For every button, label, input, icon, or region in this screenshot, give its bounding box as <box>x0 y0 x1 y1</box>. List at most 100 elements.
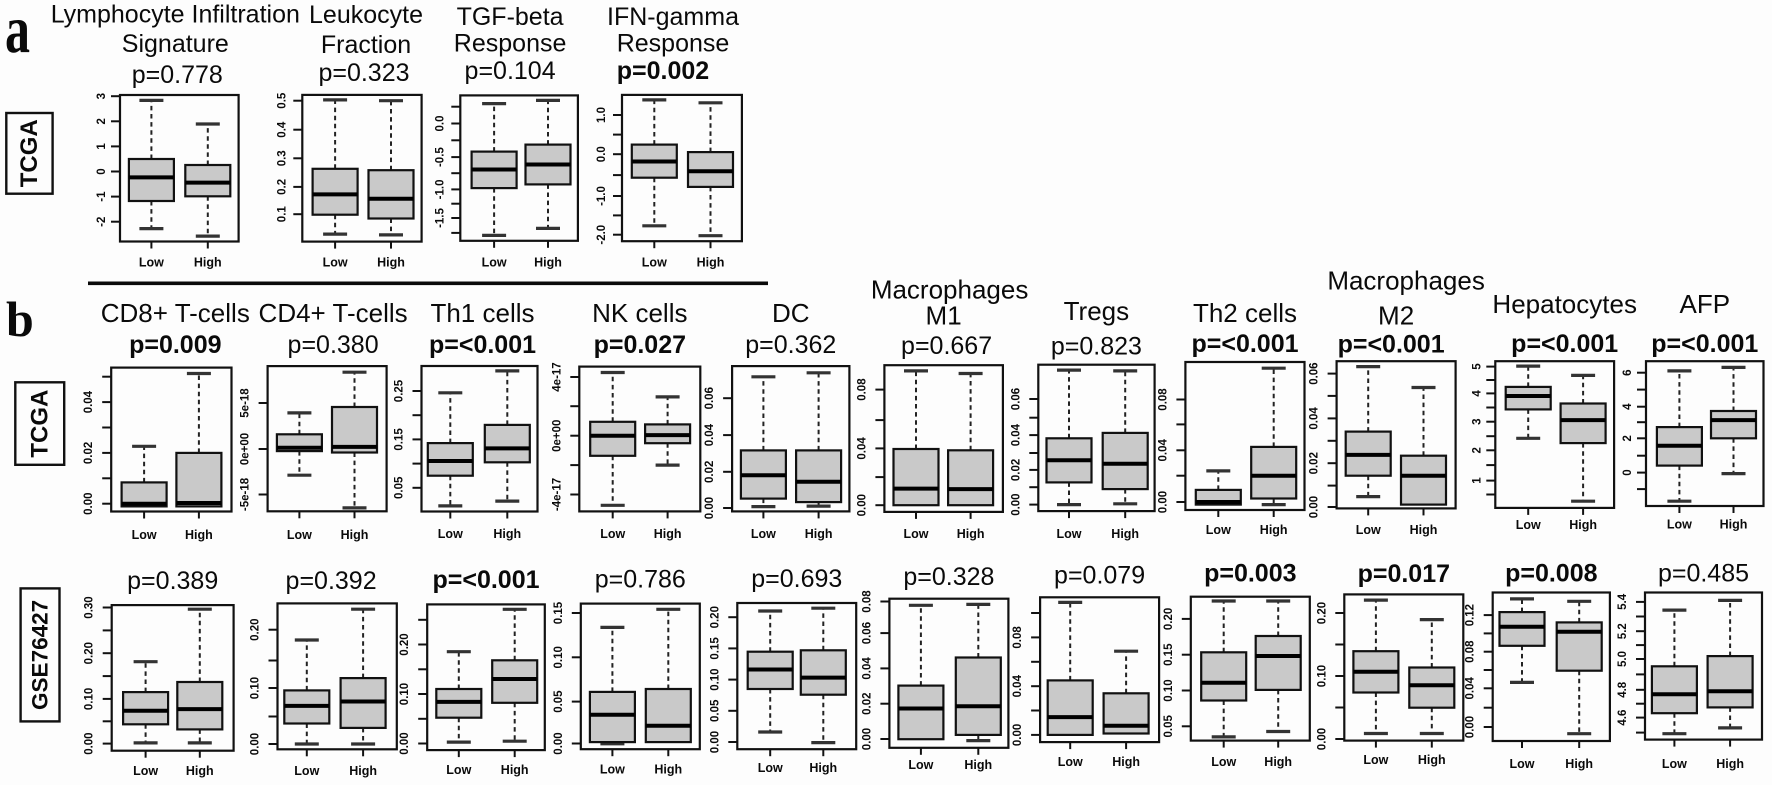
svg-text:p=0.017: p=0.017 <box>1358 560 1450 588</box>
svg-text:Low: Low <box>1363 753 1388 767</box>
svg-text:TGF-beta: TGF-beta <box>457 3 564 31</box>
svg-text:2: 2 <box>96 118 108 124</box>
svg-text:3: 3 <box>1471 418 1483 424</box>
svg-text:0.00: 0.00 <box>1316 728 1328 750</box>
svg-text:High: High <box>194 256 222 270</box>
svg-text:2: 2 <box>1471 447 1483 453</box>
svg-text:p=0.002: p=0.002 <box>617 57 709 85</box>
svg-text:0.04: 0.04 <box>1010 423 1022 446</box>
svg-text:Leukocyte: Leukocyte <box>309 1 423 29</box>
svg-text:0.00: 0.00 <box>83 493 95 515</box>
svg-text:0.10: 0.10 <box>250 677 262 699</box>
svg-text:0.10: 0.10 <box>84 688 96 710</box>
svg-text:p=0.003: p=0.003 <box>1204 560 1296 588</box>
svg-text:Low: Low <box>482 256 507 270</box>
svg-text:GSE76427: GSE76427 <box>28 600 53 710</box>
svg-text:0e+00: 0e+00 <box>240 433 252 465</box>
svg-text:0.00: 0.00 <box>1309 496 1321 518</box>
svg-text:4e-17: 4e-17 <box>551 362 563 391</box>
svg-text:0.3: 0.3 <box>276 150 288 166</box>
svg-text:0.08: 0.08 <box>1157 388 1169 411</box>
svg-text:p=<0.001: p=<0.001 <box>432 566 539 594</box>
svg-text:0.00: 0.00 <box>1012 724 1024 746</box>
svg-text:a: a <box>5 0 30 67</box>
svg-text:Low: Low <box>600 527 625 541</box>
svg-text:p=0.485: p=0.485 <box>1658 560 1749 588</box>
svg-text:0.06: 0.06 <box>1010 388 1022 410</box>
svg-text:0.00: 0.00 <box>250 733 262 755</box>
svg-text:0.05: 0.05 <box>553 690 565 713</box>
svg-text:4: 4 <box>1622 403 1634 410</box>
svg-text:5.4: 5.4 <box>1617 593 1629 610</box>
svg-text:Low: Low <box>758 761 783 775</box>
svg-text:b: b <box>6 291 34 347</box>
svg-text:p=0.778: p=0.778 <box>132 61 223 89</box>
svg-text:-2.0: -2.0 <box>596 225 608 245</box>
svg-text:-2: -2 <box>96 217 108 227</box>
svg-text:TCGA: TCGA <box>26 390 53 458</box>
svg-text:0.20: 0.20 <box>399 633 411 655</box>
svg-text:High: High <box>493 527 521 541</box>
svg-text:CD4+ T-cells: CD4+ T-cells <box>259 298 408 328</box>
svg-text:0.20: 0.20 <box>1316 602 1328 624</box>
svg-text:Th2 cells: Th2 cells <box>1193 298 1297 328</box>
svg-text:High: High <box>1418 753 1446 767</box>
svg-text:p=<0.001: p=<0.001 <box>1651 330 1758 358</box>
svg-text:Low: Low <box>1058 755 1083 769</box>
svg-text:Tregs: Tregs <box>1064 296 1130 326</box>
svg-text:Low: Low <box>908 758 933 772</box>
svg-text:High: High <box>1112 755 1140 769</box>
svg-text:DC: DC <box>772 298 810 328</box>
svg-text:-5e-18: -5e-18 <box>240 477 252 511</box>
svg-text:High: High <box>805 527 833 541</box>
svg-text:p=0.823: p=0.823 <box>1051 333 1142 361</box>
svg-text:NK cells: NK cells <box>592 298 687 328</box>
svg-text:Lymphocyte Infiltration: Lymphocyte Infiltration <box>51 1 300 29</box>
svg-text:5: 5 <box>1471 363 1483 370</box>
svg-text:0.0: 0.0 <box>434 116 446 132</box>
svg-text:High: High <box>1111 527 1139 541</box>
svg-text:Low: Low <box>642 256 667 270</box>
svg-text:0.04: 0.04 <box>1012 674 1024 697</box>
svg-text:0.00: 0.00 <box>709 731 721 753</box>
svg-text:High: High <box>654 527 682 541</box>
svg-text:0.04: 0.04 <box>1309 407 1321 430</box>
svg-text:p=0.323: p=0.323 <box>318 59 409 87</box>
svg-text:0.04: 0.04 <box>1465 677 1477 700</box>
svg-text:0.00: 0.00 <box>399 732 411 754</box>
svg-text:p=0.667: p=0.667 <box>901 332 992 360</box>
svg-text:0.20: 0.20 <box>250 619 262 641</box>
svg-text:p=0.104: p=0.104 <box>465 57 556 85</box>
svg-text:0.00: 0.00 <box>704 497 716 519</box>
svg-text:High: High <box>1569 518 1597 532</box>
svg-text:0.30: 0.30 <box>84 596 96 618</box>
svg-text:Low: Low <box>287 528 312 542</box>
svg-text:0.15: 0.15 <box>709 637 721 660</box>
svg-text:0.15: 0.15 <box>1163 643 1175 666</box>
svg-text:Low: Low <box>751 527 776 541</box>
svg-text:High: High <box>1716 757 1744 771</box>
svg-text:0.06: 0.06 <box>861 622 873 644</box>
svg-text:0.1: 0.1 <box>276 206 288 223</box>
svg-text:-1.0: -1.0 <box>434 179 446 199</box>
svg-text:p=0.392: p=0.392 <box>286 567 377 595</box>
svg-text:p=<0.001: p=<0.001 <box>1191 330 1298 358</box>
svg-text:5.2: 5.2 <box>1617 623 1629 639</box>
svg-text:-0.5: -0.5 <box>434 147 446 167</box>
svg-text:Low: Low <box>1667 518 1692 532</box>
svg-text:M2: M2 <box>1378 300 1414 330</box>
svg-text:0.10: 0.10 <box>1163 679 1175 701</box>
svg-text:IFN-gamma: IFN-gamma <box>607 3 739 31</box>
svg-text:0.10: 0.10 <box>553 646 565 668</box>
svg-text:0.2: 0.2 <box>276 179 288 195</box>
svg-text:High: High <box>1410 523 1438 537</box>
svg-text:5.0: 5.0 <box>1617 651 1629 667</box>
svg-text:0.00: 0.00 <box>553 732 565 754</box>
svg-text:0.05: 0.05 <box>709 699 721 722</box>
svg-text:0.06: 0.06 <box>1309 362 1321 384</box>
svg-text:3: 3 <box>96 93 108 99</box>
svg-text:0.02: 0.02 <box>83 442 95 464</box>
svg-text:Low: Low <box>438 527 463 541</box>
svg-text:-1: -1 <box>96 191 108 202</box>
svg-text:High: High <box>964 758 992 772</box>
